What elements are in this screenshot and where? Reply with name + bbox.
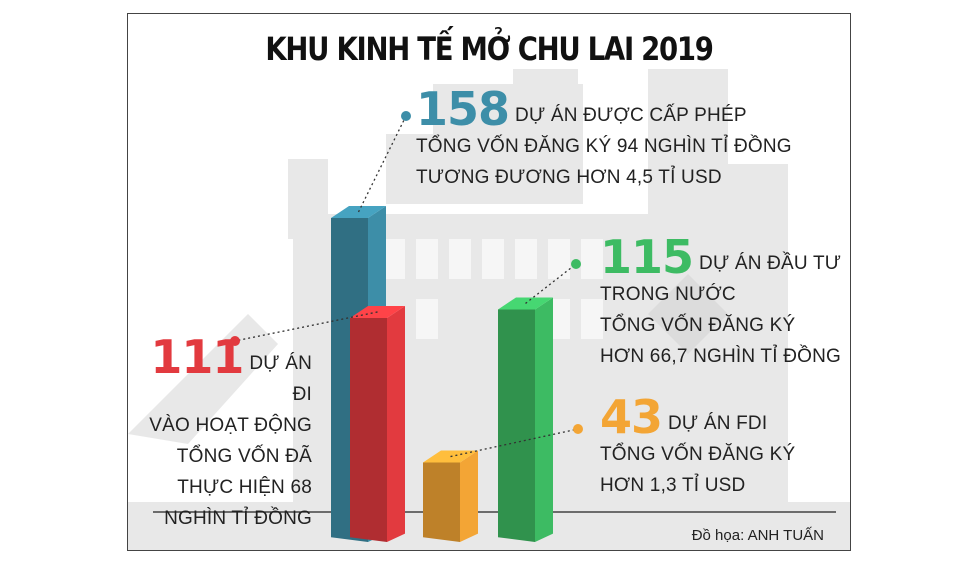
detail-operating-1: VÀO HOẠT ĐỘNG (149, 415, 312, 436)
bar-operating-side (387, 305, 405, 542)
bar-fdi (423, 450, 478, 542)
detail-domestic-1: TRONG NƯỚC (600, 284, 736, 305)
label-domestic: DỰ ÁN ĐẦU TƯ (699, 253, 842, 274)
detail-licensed-1: TỔNG VỐN ĐĂNG KÝ 94 NGHÌN TỈ ĐỒNG (416, 136, 792, 157)
detail-fdi-1: TỔNG VỐN ĐĂNG KÝ (600, 444, 796, 465)
annotation-licensed: 158 DỰ ÁN ĐƯỢC CẤP PHÉP TỔNG VỐN ĐĂNG KÝ … (416, 86, 836, 193)
factory-background (128, 69, 850, 550)
detail-domestic-3: HƠN 66,7 NGHÌN TỈ ĐỒNG (600, 346, 841, 367)
label-licensed: DỰ ÁN ĐƯỢC CẤP PHÉP (515, 105, 747, 126)
value-label-fdi: 43 (600, 390, 663, 444)
detail-licensed-2: TƯƠNG ĐƯƠNG HƠN 4,5 TỈ USD (416, 167, 722, 188)
detail-fdi-2: HƠN 1,3 TỈ USD (600, 475, 746, 496)
bar-fdi-front (423, 462, 460, 542)
label-operating: DỰ ÁN ĐI (249, 353, 312, 405)
value-label-operating: 111 (150, 330, 244, 384)
detail-operating-4: NGHÌN TỈ ĐỒNG (164, 508, 312, 529)
label-fdi: DỰ ÁN FDI (668, 413, 768, 434)
leader-dot-domestic (571, 259, 581, 269)
detail-operating-2: TỔNG VỐN ĐÃ (176, 446, 312, 467)
leader-dot-operating (230, 336, 240, 346)
value-label-domestic: 115 (600, 230, 694, 284)
leader-dot-fdi (573, 424, 583, 434)
leader-dot-licensed (401, 111, 411, 121)
bar-fdi-side (460, 450, 478, 542)
bar-operating-front (350, 317, 387, 542)
leader-line-domestic (525, 263, 577, 304)
detail-operating-3: THỰC HIỆN 68 (177, 477, 312, 498)
value-label-licensed: 158 (416, 82, 510, 136)
bar-domestic-front (498, 309, 535, 542)
bar-operating (350, 305, 405, 542)
bar-domestic (498, 297, 553, 542)
detail-domestic-2: TỔNG VỐN ĐĂNG KÝ (600, 315, 796, 336)
annotation-fdi: 43 DỰ ÁN FDI TỔNG VỐN ĐĂNG KÝ HƠN 1,3 TỈ … (600, 394, 840, 501)
leader-line-operating (234, 311, 378, 342)
annotation-operating: 111 DỰ ÁN ĐI VÀO HOẠT ĐỘNG TỔNG VỐN ĐÃ TH… (132, 334, 312, 534)
leader-line-fdi (450, 428, 579, 458)
chart-title: KHU KINH TẾ MỞ CHU LAI 2019 (265, 30, 714, 68)
annotation-domestic: 115 DỰ ÁN ĐẦU TƯ TRONG NƯỚC TỔNG VỐN ĐĂNG… (600, 234, 850, 372)
infographic-frame: KHU KINH TẾ MỞ CHU LAI 2019 158 DỰ ÁN ĐƯỢ… (127, 13, 851, 551)
bar-domestic-side (535, 297, 553, 542)
chart-area (128, 69, 850, 550)
credit-line: Đồ họa: ANH TUẤN (691, 527, 824, 544)
